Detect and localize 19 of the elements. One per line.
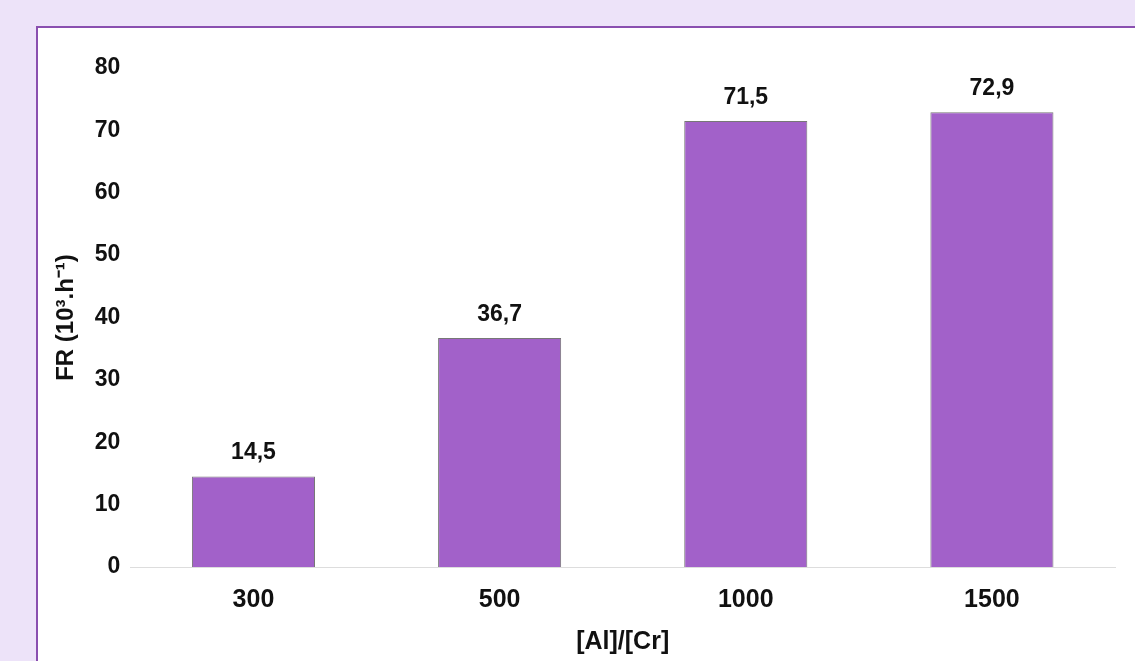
y-tick-label: 10 — [94, 489, 121, 516]
y-tick-label: 0 — [107, 552, 121, 579]
x-tick-label: 500 — [478, 583, 521, 612]
y-tick-label: 40 — [94, 302, 121, 329]
x-tick-label: 1500 — [964, 583, 1020, 612]
y-tick-label: 60 — [94, 178, 121, 205]
data-label: 14,5 — [231, 438, 277, 465]
y-axis-title: FR (10³.h⁻¹) — [51, 254, 79, 381]
y-tick-label: 50 — [94, 240, 121, 267]
y-tick-label: 80 — [94, 53, 121, 80]
data-label: 72,9 — [969, 74, 1015, 101]
x-tick-label: 300 — [232, 583, 275, 612]
y-tick-label: 30 — [94, 365, 121, 392]
data-label: 36,7 — [477, 299, 522, 326]
data-label: 71,5 — [723, 82, 769, 109]
y-tick-label: 20 — [94, 427, 121, 454]
x-tick-label: 1000 — [717, 583, 774, 612]
x-axis-title: [Al]/[Cr] — [576, 625, 670, 654]
y-tick-label: 70 — [94, 115, 121, 142]
